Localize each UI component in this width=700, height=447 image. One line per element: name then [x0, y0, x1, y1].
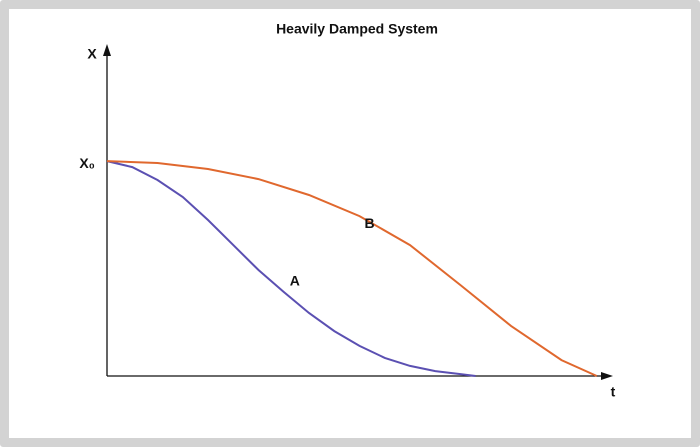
chart-title: Heavily Damped System [276, 21, 438, 37]
line [106, 160, 598, 377]
series-label: A [290, 273, 300, 289]
y-tick-label: X₀ [79, 155, 95, 171]
y-axis-label: X [87, 46, 97, 62]
line [106, 160, 476, 377]
series-label: B [365, 215, 375, 231]
x-axis-label: t [611, 384, 616, 400]
x-arrow [601, 372, 613, 380]
y-arrow [103, 44, 111, 56]
